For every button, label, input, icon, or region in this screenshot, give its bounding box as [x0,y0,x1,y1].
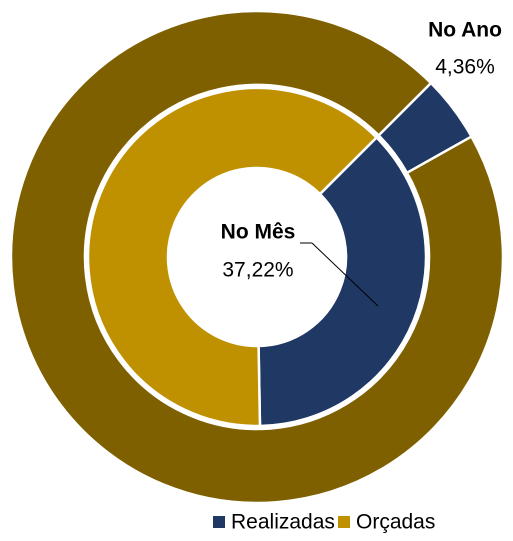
legend-swatch [338,516,350,528]
ring-name: No Ano [428,19,502,42]
slice [257,135,428,428]
legend: Realizadas Orçadas [213,511,435,534]
legend-label: Realizadas [231,511,335,534]
slices [9,9,505,505]
value-label: 4,36% [435,56,495,79]
legend-swatch [213,516,225,528]
legend-label: Orçadas [356,511,435,534]
ring-name: No Mês [221,221,296,244]
leader-line [311,242,379,307]
slice [9,9,505,505]
slice [86,86,379,428]
value-label: 37,22% [222,259,293,282]
